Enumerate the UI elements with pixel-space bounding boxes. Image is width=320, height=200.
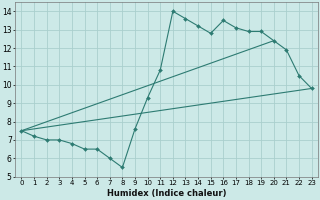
- X-axis label: Humidex (Indice chaleur): Humidex (Indice chaleur): [107, 189, 226, 198]
